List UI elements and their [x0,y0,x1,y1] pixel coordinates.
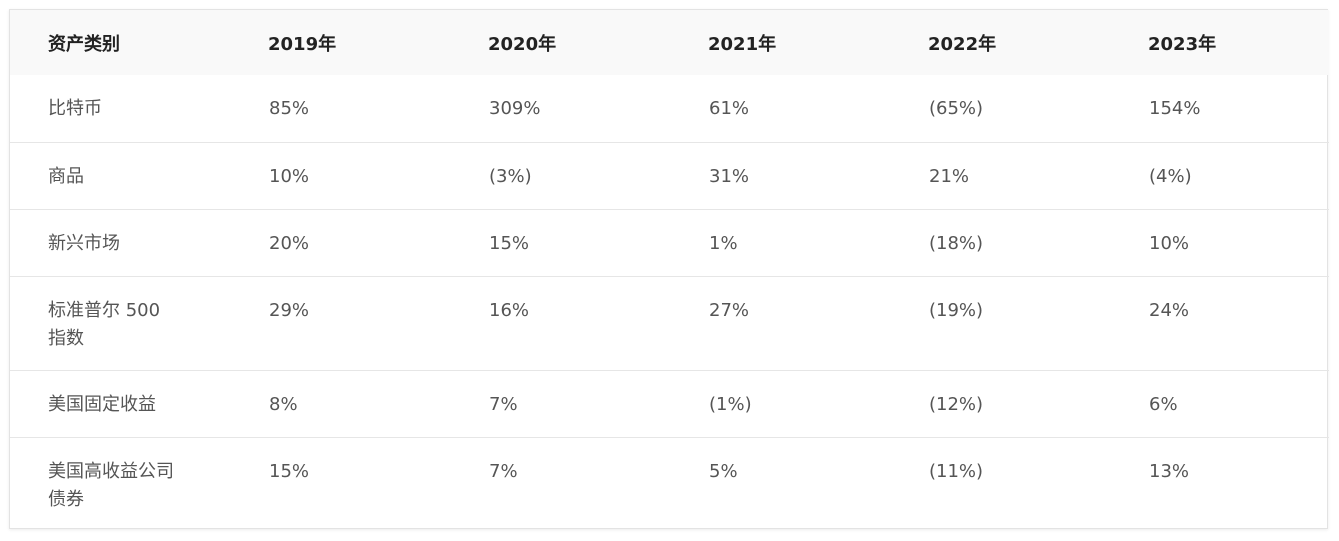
table-row: 美国固定收益 8% 7% (1%) (12%) 6% [10,370,1329,437]
table-header: 资产类别 2019年 2020年 2021年 2022年 2023年 [10,10,1329,75]
returns-table-card: 资产类别 2019年 2020年 2021年 2022年 2023年 比特币 8… [9,9,1329,529]
return-cell: (3%) [489,165,532,187]
asset-name-cell: 美国高收益公司债券 [10,437,268,529]
return-cell: (65%) [929,98,984,119]
return-cell: 10% [1149,232,1190,254]
header-2021: 2021年 [708,33,777,55]
return-cell: 21% [929,165,970,187]
return-cell: 10% [269,165,310,187]
return-cell: 24% [1149,299,1190,321]
asset-name: 标准普尔 500 指数 [48,299,161,349]
header-2019: 2019年 [268,33,337,55]
asset-name: 比特币 [48,98,102,119]
header-2023: 2023年 [1148,33,1217,55]
asset-name-cell: 比特币 [10,75,268,142]
return-cell: 8% [269,393,298,415]
header-asset-class: 资产类别 [48,33,120,55]
table-body: 比特币 85% 309% 61% (65%) 154% 商品 10% (3%) … [10,75,1329,529]
asset-name-cell: 商品 [10,142,268,209]
return-cell: 16% [489,299,530,321]
return-cell: (12%) [929,393,984,415]
header-2020: 2020年 [488,33,557,55]
return-cell: 7% [489,460,518,482]
table-row: 标准普尔 500 指数 29% 16% 27% (19%) 24% [10,276,1329,370]
return-cell: 27% [709,299,750,321]
asset-returns-table: 资产类别 2019年 2020年 2021年 2022年 2023年 比特币 8… [10,10,1329,529]
asset-name-cell: 新兴市场 [10,209,268,276]
asset-name-cell: 美国固定收益 [10,370,268,437]
asset-name-cell: 标准普尔 500 指数 [10,276,268,370]
asset-name: 新兴市场 [48,232,120,254]
table-row: 商品 10% (3%) 31% 21% (4%) [10,142,1329,209]
return-cell: 309% [489,98,541,119]
return-cell: (1%) [709,393,752,415]
return-cell: 13% [1149,460,1190,482]
return-cell: 5% [709,460,738,482]
return-cell: (4%) [1149,165,1192,187]
asset-name: 美国高收益公司债券 [48,460,174,510]
header-2022: 2022年 [928,33,997,55]
table-row: 美国高收益公司债券 15% 7% 5% (11%) 13% [10,437,1329,529]
return-cell: 15% [489,232,530,254]
return-cell: (11%) [929,460,984,482]
return-cell: 154% [1149,98,1201,119]
return-cell: 6% [1149,393,1178,415]
return-cell: 31% [709,165,750,187]
return-cell: (19%) [929,299,984,321]
return-cell: 15% [269,460,310,482]
return-cell: (18%) [929,232,984,254]
asset-name: 美国固定收益 [48,393,156,415]
return-cell: 61% [709,98,750,119]
asset-name: 商品 [48,165,84,187]
return-cell: 29% [269,299,310,321]
return-cell: 20% [269,232,310,254]
return-cell: 1% [709,232,738,254]
return-cell: 7% [489,393,518,415]
header-row: 资产类别 2019年 2020年 2021年 2022年 2023年 [10,10,1329,75]
return-cell: 85% [269,98,310,119]
table-row: 新兴市场 20% 15% 1% (18%) 10% [10,209,1329,276]
table-row: 比特币 85% 309% 61% (65%) 154% [10,75,1329,142]
